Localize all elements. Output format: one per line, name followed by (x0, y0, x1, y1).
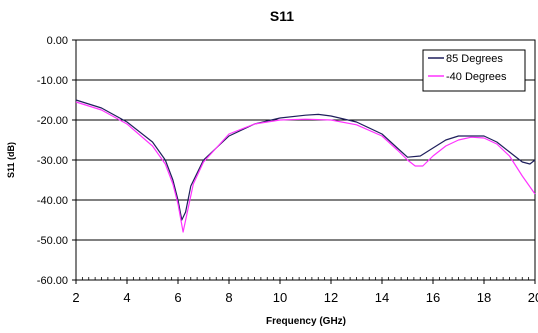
y-tick-label: -40.00 (37, 195, 68, 207)
legend-label: -40 Degrees (446, 71, 507, 83)
chart-title: S11 (270, 8, 294, 24)
series-line-2 (75, 101, 536, 233)
x-tick-label: 12 (324, 290, 338, 305)
y-tick-label: -20.00 (37, 115, 68, 127)
x-tick-label: 20 (528, 290, 538, 305)
x-axis-ticks: 2 4 6 8 10 12 14 16 18 20 (72, 277, 538, 305)
y-tick-label: -30.00 (37, 155, 68, 167)
series-line-1 (75, 99, 536, 221)
y-axis-label: S11 (dB) (6, 142, 16, 178)
x-tick-label: 6 (174, 290, 181, 305)
y-tick-label: -50.00 (37, 235, 68, 247)
x-tick-label: 16 (426, 290, 440, 305)
y-axis-ticks: 0.00 -10.00 -20.00 -30.00 -40.00 -50.00 -60.00 (37, 35, 76, 287)
x-tick-label: 8 (225, 290, 232, 305)
y-tick-label: -60.00 (37, 275, 68, 287)
x-axis-label: Frequency (GHz) (266, 316, 346, 327)
x-tick-label: 14 (375, 290, 389, 305)
grid-lines (76, 79, 535, 241)
series-lines (75, 99, 536, 233)
x-tick-label: 18 (477, 290, 491, 305)
x-tick-label: 2 (72, 290, 79, 305)
legend: 85 Degrees -40 Degrees (422, 49, 526, 92)
legend-label: 85 Degrees (446, 53, 503, 65)
y-tick-label: -10.00 (37, 75, 68, 87)
x-tick-label: 4 (123, 290, 130, 305)
x-tick-label: 10 (273, 290, 287, 305)
y-tick-label: 0.00 (47, 35, 68, 47)
legend-box (422, 49, 526, 92)
